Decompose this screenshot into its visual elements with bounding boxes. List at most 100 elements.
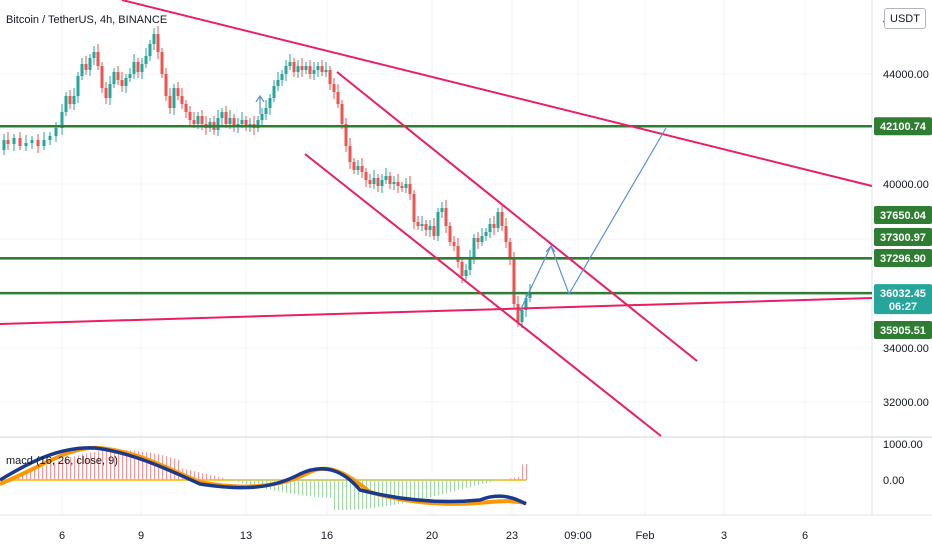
macd-histogram-bar	[98, 451, 100, 480]
candle-body	[100, 66, 104, 88]
macd-histogram-bar	[230, 480, 232, 481]
chart-title: Bitcoin / TetherUS, 4h, BINANCE	[6, 14, 167, 26]
price-tag	[874, 228, 932, 246]
candle-body	[160, 52, 164, 74]
macd-histogram-bar	[426, 480, 428, 499]
macd-histogram-bar	[482, 480, 484, 485]
candle-body	[436, 212, 440, 236]
candle-body	[156, 34, 160, 52]
candle-body	[96, 52, 100, 66]
candle-body	[528, 292, 532, 298]
macd-histogram-bar	[290, 480, 292, 494]
macd-histogram-bar	[494, 480, 496, 482]
macd-histogram-bar	[446, 480, 448, 493]
axes: 44000.0040000.0034000.0032000.0041000.00…	[59, 15, 929, 542]
macd-histogram-bar	[414, 480, 416, 501]
candle-body	[428, 226, 432, 230]
trend-line	[304, 153, 662, 437]
candle-body	[224, 112, 228, 124]
macd-histogram-bar	[18, 476, 20, 480]
macd-histogram-bar	[282, 480, 284, 493]
macd-histogram-bar	[518, 477, 520, 480]
candle-body	[68, 96, 72, 104]
trend-line	[0, 297, 873, 325]
macd-histogram-bar	[142, 451, 144, 480]
macd-histogram-bar	[70, 457, 72, 480]
x-axis-tick-label: 23	[506, 530, 518, 542]
macd-histogram-bar	[314, 480, 316, 497]
macd-histogram-bar	[302, 480, 304, 496]
candle-body	[524, 298, 528, 310]
candle-body	[196, 116, 200, 124]
macd-histogram-bar	[334, 480, 336, 510]
candle-body	[344, 124, 348, 146]
macd-histogram-bar	[206, 473, 208, 480]
candle-body	[440, 208, 444, 212]
macd-histogram-bar	[474, 480, 476, 486]
candle-body	[140, 64, 144, 72]
macd-histogram-bar	[218, 476, 220, 480]
y-axis-tick-label: 32000.00	[883, 397, 929, 409]
macd-histogram-bar	[394, 480, 396, 505]
x-axis-tick-label: 09:00	[564, 530, 592, 542]
macd-histogram-bar	[310, 480, 312, 497]
macd-histogram-bar	[62, 459, 64, 480]
macd-histogram-bar	[522, 464, 524, 480]
candle-body	[284, 66, 288, 74]
x-axis-tick-label: 3	[721, 530, 727, 542]
candle-body	[384, 176, 388, 180]
candle-body	[148, 44, 152, 56]
macd-histogram-bar	[490, 480, 492, 483]
macd-histogram-bar	[222, 477, 224, 480]
candle-body	[380, 180, 384, 186]
candle-body	[184, 104, 188, 112]
macd-histogram-bar	[330, 480, 332, 498]
price-tag-label: 37650.04	[880, 210, 927, 222]
price-tag	[874, 206, 932, 224]
candle-body	[292, 62, 296, 72]
y-axis-tick-label: 44000.00	[883, 69, 929, 81]
macd-histogram-bar	[42, 466, 44, 480]
currency-badge[interactable]: USDT	[884, 8, 926, 29]
candle-body	[24, 143, 28, 146]
macd-histogram-bar	[410, 480, 412, 502]
x-axis-tick-label: 9	[138, 530, 144, 542]
candle-body	[30, 140, 34, 143]
candle-body	[168, 96, 172, 108]
candle-body	[416, 222, 420, 226]
x-axis-tick-label: 20	[426, 530, 438, 542]
macd-histogram-bar	[78, 455, 80, 480]
trend-line	[121, 0, 873, 187]
candle-body	[172, 88, 176, 108]
macd-histogram-bar	[102, 450, 104, 480]
candle-body	[54, 128, 58, 136]
macd-histogram-bar	[278, 480, 280, 492]
candle-body	[296, 66, 300, 72]
candle-body	[448, 226, 452, 242]
candle-body	[520, 310, 524, 322]
candle-body	[256, 120, 260, 128]
macd-histogram-bar	[502, 479, 504, 481]
macd-histogram-bar	[326, 480, 328, 498]
macd-histogram-bar	[118, 450, 120, 480]
macd-histogram-bar	[110, 450, 112, 480]
macd-histogram-bar	[30, 471, 32, 480]
macd-histogram-bar	[38, 468, 40, 480]
macd-histogram-bar	[66, 458, 68, 480]
macd-histogram-bar	[506, 479, 508, 480]
macd-histogram-bar	[234, 480, 236, 482]
candle-body	[480, 236, 484, 242]
x-axis-tick-label: 6	[802, 530, 808, 542]
macd-histogram-bar	[338, 480, 340, 510]
candle-body	[476, 238, 480, 242]
macd-histogram-bar	[470, 480, 472, 487]
macd-histogram-bar	[466, 480, 468, 488]
candle-body	[300, 66, 304, 70]
price-tag-label: 36032.45	[880, 288, 926, 300]
macd-histogram-bar	[202, 473, 204, 480]
macd-histogram-bar	[478, 480, 480, 485]
y-axis-tick-label: 34000.00	[883, 343, 929, 355]
candle-body	[128, 74, 132, 78]
macd-histogram-bar	[358, 480, 360, 510]
